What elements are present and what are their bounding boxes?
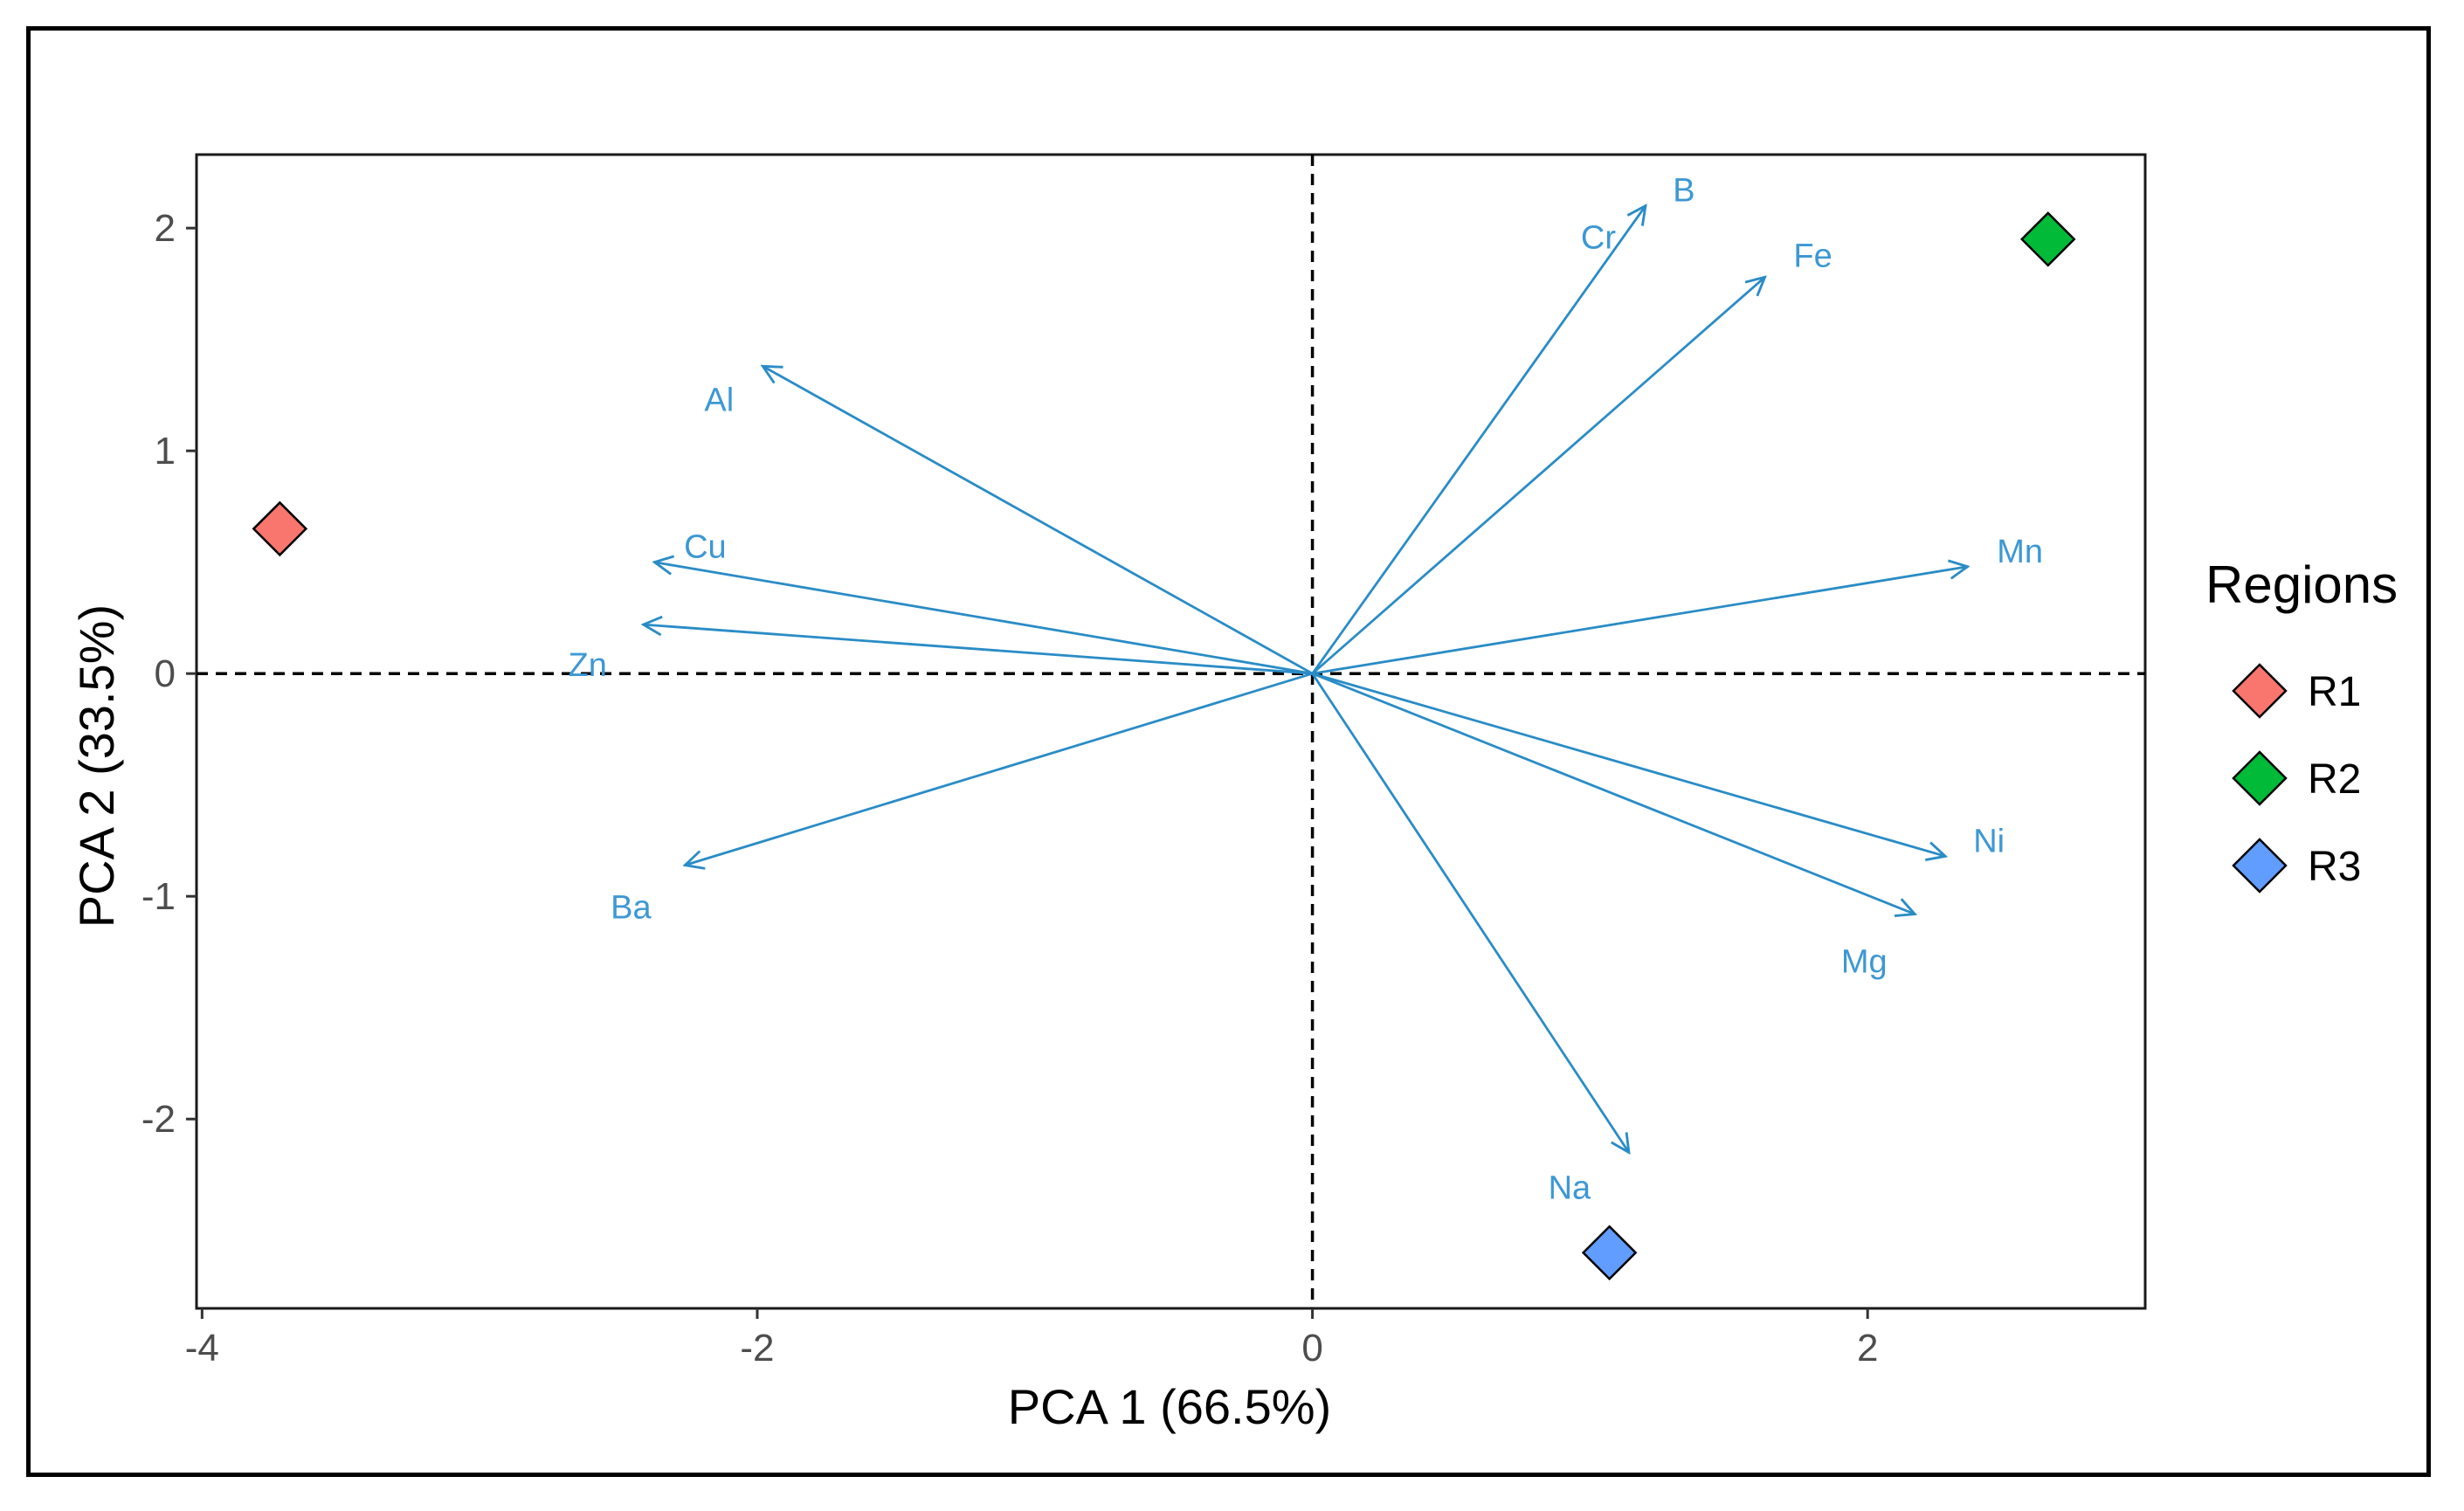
loading-arrow-mg xyxy=(1312,672,1915,914)
x-tick-label: -4 xyxy=(185,1327,219,1370)
loading-arrow-b xyxy=(1311,206,1646,675)
loading-label-cr: Cr xyxy=(1581,220,1616,257)
x-tick-label: 2 xyxy=(1857,1327,1878,1370)
loading-label-mn: Mn xyxy=(1997,534,2043,570)
y-axis-title: PCA 2 (33.5%) xyxy=(69,604,124,928)
point-r2[interactable] xyxy=(2020,211,2076,267)
plot-panel xyxy=(195,153,2147,1310)
loading-label-ba: Ba xyxy=(611,890,652,927)
y-tick-label: 0 xyxy=(155,652,176,695)
figure-frame: B Cr Fe Al Cu Zn Mn Ni Mg Ba Na -4 -2 0 2 -2 -1 0 1 2 PCA … xyxy=(26,26,2431,1477)
loading-label-al: Al xyxy=(704,382,734,418)
loading-arrow-ba xyxy=(685,672,1313,865)
pca-biplot-chart: B Cr Fe Al Cu Zn Mn Ni Mg Ba Na -4 -2 0 2 -2 -1 0 1 2 PCA … xyxy=(69,153,2398,1434)
y-tick-label: -2 xyxy=(141,1098,176,1141)
loading-label-cu: Cu xyxy=(684,529,727,566)
loading-label-mg: Mg xyxy=(1841,944,1888,981)
legend-key-r1 xyxy=(2232,663,2288,719)
point-r3[interactable] xyxy=(1581,1225,1638,1281)
loading-arrow-al xyxy=(763,366,1314,675)
loading-label-na: Na xyxy=(1549,1169,1591,1206)
loading-arrow-zn xyxy=(644,624,1313,675)
loading-arrow-ni xyxy=(1312,672,1946,856)
legend-title: Regions xyxy=(2205,555,2398,614)
legend-label-r3: R3 xyxy=(2308,844,2361,890)
loading-arrow-mn xyxy=(1312,567,1968,675)
x-axis-title: PCA 1 (66.5%) xyxy=(1008,1379,1331,1434)
legend: Regions R1 R2 R3 xyxy=(2205,555,2398,893)
loading-arrow-cu xyxy=(654,562,1313,675)
x-tick-label: 0 xyxy=(1301,1327,1322,1370)
y-tick-label: -1 xyxy=(141,875,176,918)
x-tick-label: -2 xyxy=(740,1327,774,1370)
point-r1[interactable] xyxy=(252,500,308,557)
loading-arrow-na xyxy=(1311,673,1629,1152)
loading-arrow-fe xyxy=(1311,277,1765,675)
legend-label-r1: R1 xyxy=(2308,669,2361,715)
loading-label-ni: Ni xyxy=(1973,823,2005,859)
legend-key-r3 xyxy=(2232,838,2288,893)
legend-label-r2: R2 xyxy=(2308,756,2361,803)
legend-key-r2 xyxy=(2232,750,2288,806)
y-tick-label: 1 xyxy=(155,430,176,473)
y-tick-label: 2 xyxy=(155,207,176,250)
loading-label-fe: Fe xyxy=(1793,238,1832,274)
loading-label-b: B xyxy=(1673,173,1694,210)
loading-label-zn: Zn xyxy=(568,647,606,684)
